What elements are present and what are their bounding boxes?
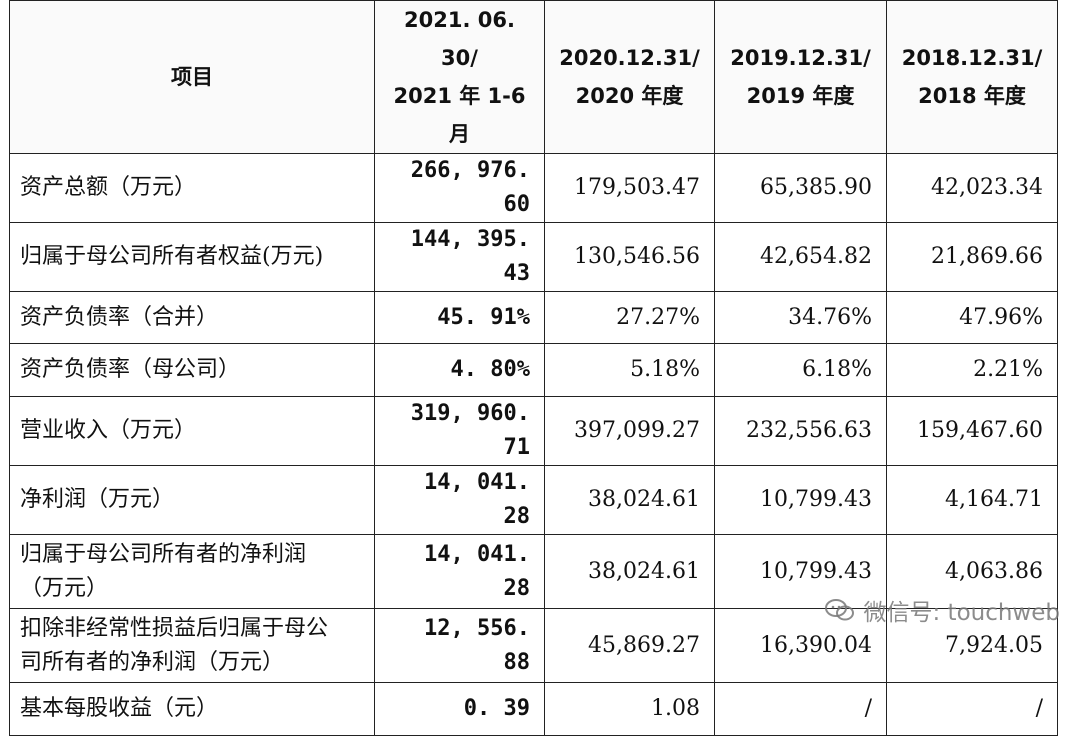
value-cell: 45,869.27	[544, 608, 715, 683]
table-row: 归属于母公司所有者权益(万元) 144, 395. 43 130,546.56 …	[9, 222, 1058, 292]
row-label: 营业收入（万元）	[9, 396, 375, 466]
value-cell: 38,024.61	[544, 465, 715, 535]
value-cell: 45. 91%	[374, 291, 545, 344]
value-cell: 34.76%	[714, 291, 887, 344]
row-label: 基本每股收益（元）	[9, 682, 375, 736]
wechat-watermark: 微信号: touchweb	[825, 593, 1060, 627]
value-cell: 2.21%	[886, 343, 1058, 397]
table-row: 资产负债率（合并） 45. 91% 27.27% 34.76% 47.96%	[9, 291, 1058, 344]
row-label: 资产负债率（合并）	[9, 291, 375, 344]
row-label: 资产总额（万元）	[9, 153, 375, 223]
table-row: 资产负债率（母公司） 4. 80% 5.18% 6.18% 2.21%	[9, 343, 1058, 397]
value-cell: 4. 80%	[374, 343, 545, 397]
table-row: 资产总额（万元） 266, 976. 60 179,503.47 65,385.…	[9, 153, 1058, 223]
value-cell: /	[886, 682, 1058, 736]
value-cell: 397,099.27	[544, 396, 715, 466]
watermark-text: 微信号: touchweb	[863, 600, 1060, 626]
header-row: 项目 2021. 06. 30/2021 年 1-6 月 2020.12.31/…	[9, 0, 1058, 154]
value-cell: 266, 976. 60	[374, 153, 545, 223]
value-cell: 319, 960. 71	[374, 396, 545, 466]
header-col-2018: 2018.12.31/2018 年度	[886, 0, 1058, 154]
value-cell: 232,556.63	[714, 396, 887, 466]
row-label: 扣除非经常性损益后归属于母公 司所有者的净利润（万元）	[9, 608, 375, 683]
table-row: 归属于母公司所有者的净利润 （万元） 14, 041. 28 38,024.61 …	[9, 534, 1058, 609]
value-cell: 21,869.66	[886, 222, 1058, 292]
row-label: 净利润（万元）	[9, 465, 375, 535]
value-cell: 10,799.43	[714, 534, 887, 609]
value-cell: 38,024.61	[544, 534, 715, 609]
row-label: 资产负债率（母公司）	[9, 343, 375, 397]
value-cell: 42,654.82	[714, 222, 887, 292]
value-cell: 27.27%	[544, 291, 715, 344]
wechat-icon	[825, 599, 855, 621]
value-cell: 10,799.43	[714, 465, 887, 535]
value-cell: 6.18%	[714, 343, 887, 397]
value-cell: 4,164.71	[886, 465, 1058, 535]
value-cell: 47.96%	[886, 291, 1058, 344]
value-cell: 5.18%	[544, 343, 715, 397]
header-col-2019: 2019.12.31/2019 年度	[714, 0, 887, 154]
value-cell: /	[714, 682, 887, 736]
value-cell: 12, 556. 88	[374, 608, 545, 683]
table-row: 净利润（万元） 14, 041. 28 38,024.61 10,799.43 …	[9, 465, 1058, 535]
value-cell: 4,063.86	[886, 534, 1058, 609]
value-cell: 1.08	[544, 682, 715, 736]
row-label: 归属于母公司所有者权益(万元)	[9, 222, 375, 292]
value-cell: 42,023.34	[886, 153, 1058, 223]
header-col-2021h1: 2021. 06. 30/2021 年 1-6 月	[374, 0, 545, 154]
value-cell: 14, 041. 28	[374, 534, 545, 609]
header-col-2020: 2020.12.31/2020 年度	[544, 0, 715, 154]
value-cell: 179,503.47	[544, 153, 715, 223]
value-cell: 14, 041. 28	[374, 465, 545, 535]
value-cell: 144, 395. 43	[374, 222, 545, 292]
row-label: 归属于母公司所有者的净利润 （万元）	[9, 534, 375, 609]
value-cell: 159,467.60	[886, 396, 1058, 466]
header-item: 项目	[9, 0, 375, 154]
value-cell: 65,385.90	[714, 153, 887, 223]
table-row: 营业收入（万元） 319, 960. 71 397,099.27 232,556…	[9, 396, 1058, 466]
table-row: 基本每股收益（元） 0. 39 1.08 / /	[9, 682, 1058, 736]
value-cell: 0. 39	[374, 682, 545, 736]
value-cell: 130,546.56	[544, 222, 715, 292]
